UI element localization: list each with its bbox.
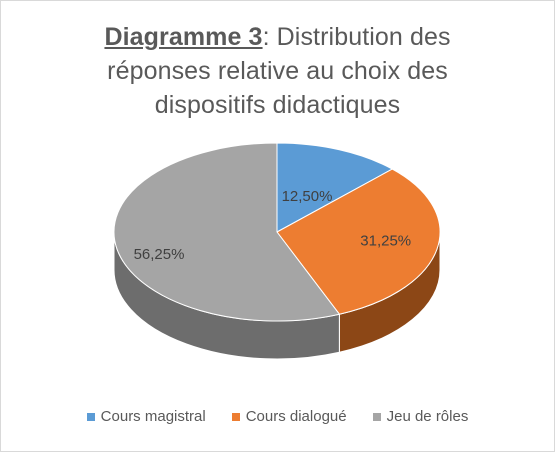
chart-title: Diagramme 3: Distribution des réponses r…: [0, 20, 555, 122]
data-label-cours-dialogue: 31,25%: [360, 233, 411, 250]
title-line-1-rest: : Distribution des: [262, 23, 451, 51]
legend-item-cours-magistral: Cours magistral: [86, 408, 206, 425]
data-label-cours-magistral: 12,50%: [282, 188, 333, 205]
title-bold-part: Diagramme 3: [104, 23, 263, 51]
legend-label-cours-dialogue: Cours dialogué: [245, 408, 347, 425]
title-line-2: réponses relative au choix des: [107, 57, 448, 85]
legend-label-cours-magistral: Cours magistral: [100, 408, 206, 425]
pie-slice-cours-dialogue: [276, 168, 441, 315]
title-line-1: Diagramme 3: Distribution des: [0, 20, 555, 54]
title-line-3: dispositifs didactiques: [154, 91, 401, 119]
legend: Cours magistral Cours dialogué Jeu de rô…: [0, 408, 555, 425]
legend-swatch-jeu-de-roles: [372, 412, 381, 421]
legend-swatch-cours-dialogue: [231, 412, 240, 421]
legend-item-cours-dialogue: Cours dialogué: [231, 408, 347, 425]
pie-slice-jeu-de-roles: [113, 142, 341, 322]
legend-swatch-cours-magistral: [86, 412, 95, 421]
pie-slice-cours-magistral: [276, 142, 394, 233]
legend-item-jeu-de-roles: Jeu de rôles: [372, 408, 469, 425]
legend-label-jeu-de-roles: Jeu de rôles: [386, 408, 469, 425]
data-label-jeu-de-roles: 56,25%: [134, 246, 185, 263]
